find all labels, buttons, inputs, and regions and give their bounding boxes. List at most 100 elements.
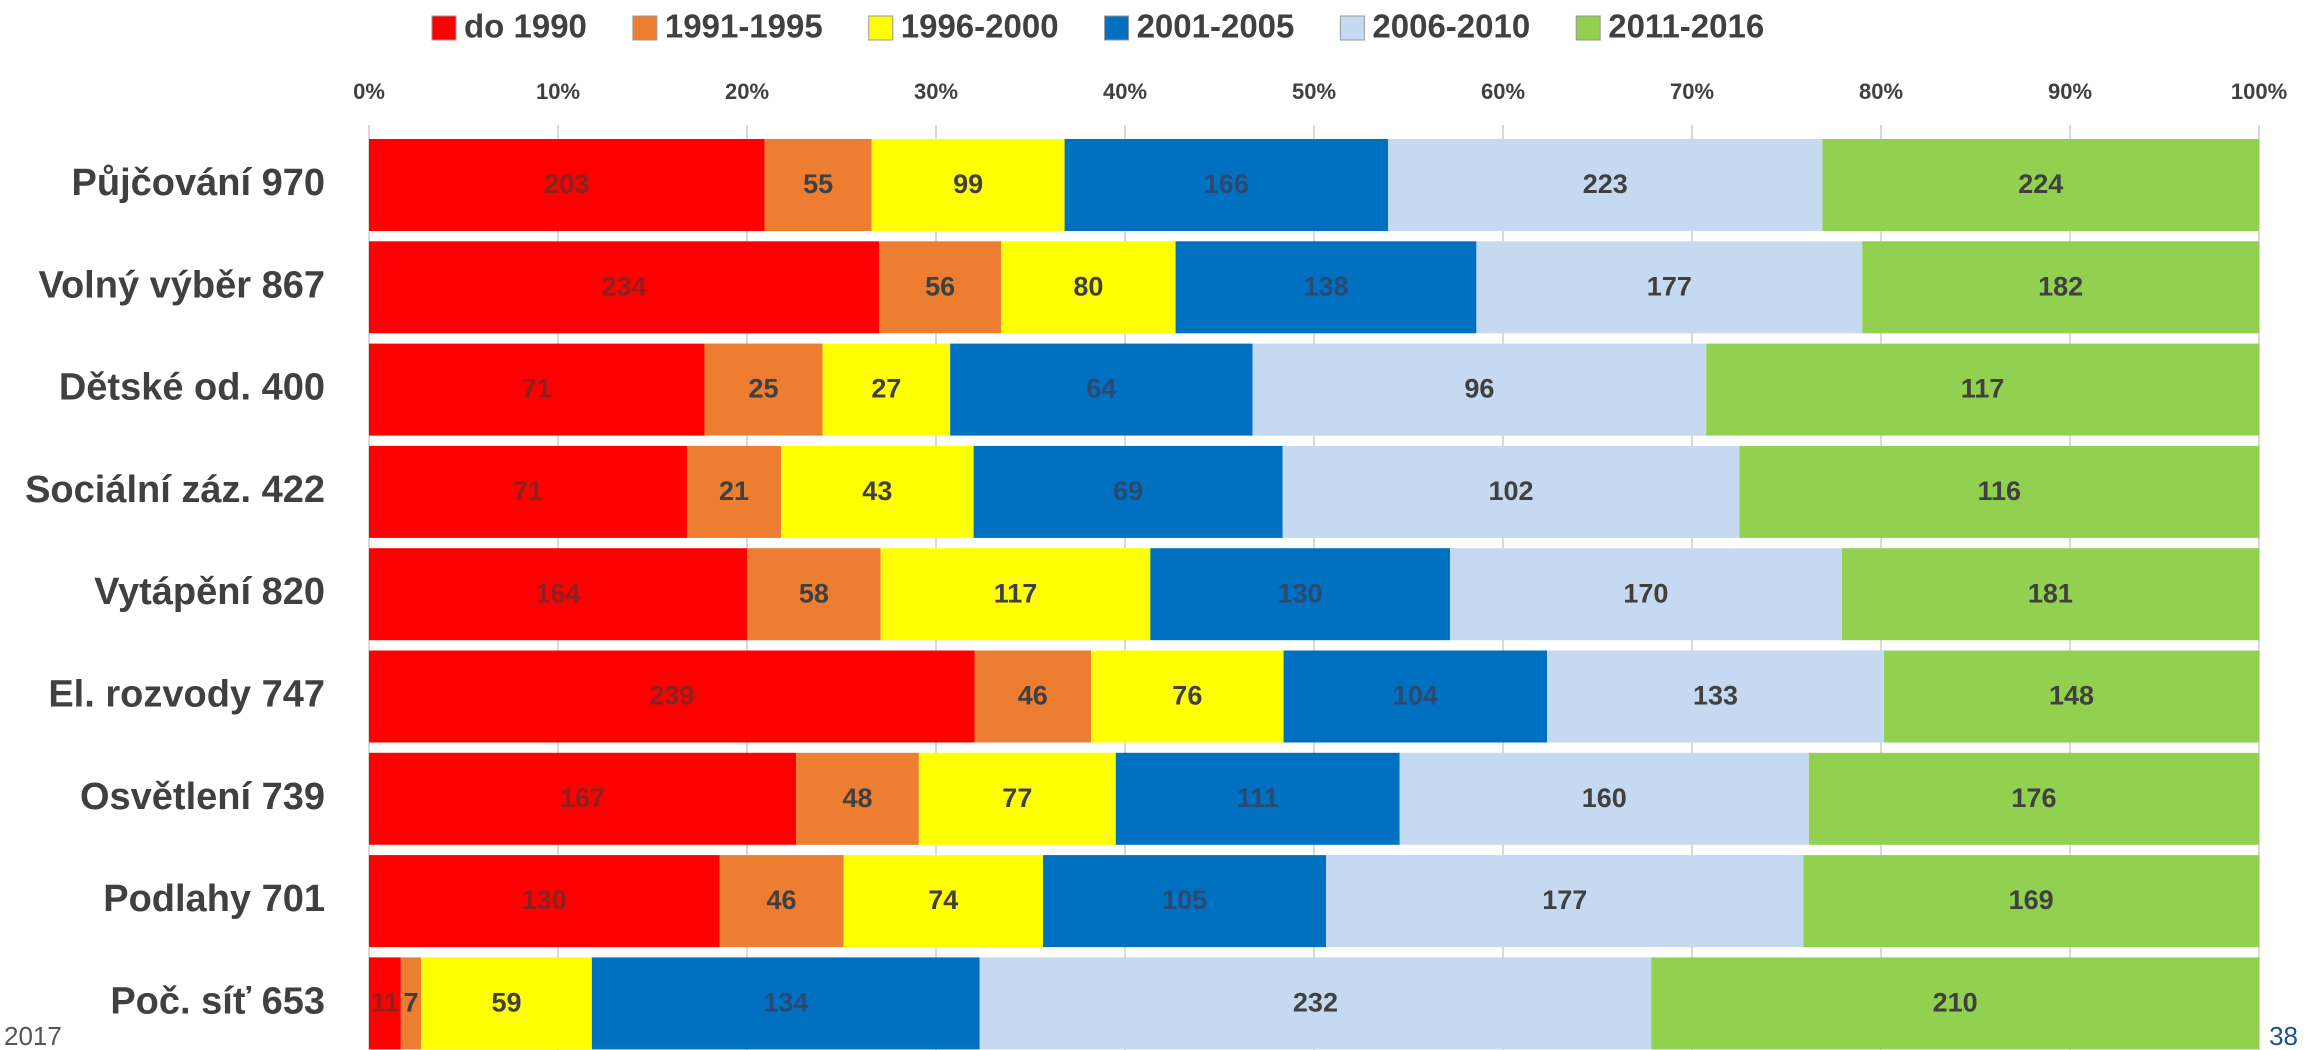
bar-segment — [1822, 139, 2259, 231]
bar-segment — [781, 445, 974, 538]
bar-segment — [1884, 650, 2259, 743]
data-label: 56 — [925, 271, 955, 301]
data-label: 111 — [1237, 783, 1279, 813]
bar-segment — [1803, 855, 2259, 948]
x-tick-label: 30% — [914, 79, 958, 104]
data-label: 80 — [1073, 271, 1103, 301]
bar-segment — [421, 957, 592, 1050]
data-label: 43 — [862, 476, 892, 506]
bar-segment — [764, 139, 872, 231]
data-label: 99 — [953, 169, 983, 199]
x-tick-label: 70% — [1670, 79, 1714, 104]
bar-segment — [747, 548, 881, 641]
y-tick-label: Podlahy 701 — [103, 878, 325, 920]
bar-segment — [1449, 548, 1842, 641]
data-label: 239 — [649, 681, 694, 711]
bar-segment — [369, 445, 687, 538]
legend-swatch — [1339, 15, 1365, 41]
bar-segment — [1043, 855, 1327, 948]
bar-segment — [1326, 855, 1804, 948]
data-label: 46 — [766, 885, 796, 915]
data-label: 181 — [2028, 578, 2073, 608]
data-label: 170 — [1623, 578, 1668, 608]
data-label: 105 — [1162, 885, 1207, 915]
data-label: 210 — [1933, 988, 1978, 1018]
data-label: 138 — [1303, 271, 1348, 301]
page-number: 38 — [2269, 1021, 2298, 1050]
bar-segment — [400, 957, 422, 1050]
legend-swatch — [1575, 15, 1601, 41]
x-tick-label: 10% — [536, 79, 580, 104]
bar-segment — [1651, 957, 2259, 1050]
data-label: 177 — [1542, 885, 1587, 915]
bar-segment — [686, 445, 782, 538]
bar-segment — [1175, 241, 1477, 334]
data-label: 167 — [560, 783, 605, 813]
data-label: 55 — [803, 169, 833, 199]
data-label: 21 — [719, 476, 749, 506]
legend-swatch — [1104, 15, 1130, 41]
y-tick-label: Poč. síť 653 — [110, 980, 325, 1022]
bar-segment — [796, 752, 919, 845]
legend-label: 2001-2005 — [1137, 8, 1295, 45]
data-label: 148 — [2049, 681, 2094, 711]
data-label: 117 — [1961, 374, 2005, 404]
data-label: 130 — [522, 885, 567, 915]
bar-segment — [1841, 548, 2259, 641]
bar-segment — [1399, 752, 1809, 845]
bar-segment — [880, 548, 1151, 641]
data-label: 58 — [799, 578, 829, 608]
bar-segment — [974, 650, 1092, 743]
data-label: 59 — [491, 988, 521, 1018]
data-label: 69 — [1113, 476, 1143, 506]
y-tick-label: Dětské od. 400 — [59, 367, 325, 409]
x-tick-label: 100% — [2231, 79, 2287, 104]
bar-segment — [369, 343, 705, 436]
legend-swatch — [868, 15, 894, 41]
data-label: 71 — [513, 476, 543, 506]
data-label: 160 — [1582, 783, 1627, 813]
plot: 0% 10% 20% 30% 40% 50% 60% 70% 80% 90% 100% Půjčová… — [25, 8, 2287, 1050]
x-tick-label: 80% — [1859, 79, 1903, 104]
data-label: 234 — [602, 271, 647, 301]
x-tick-label: 50% — [1292, 79, 1336, 104]
bar-segment — [1706, 343, 2259, 436]
bar-segment — [1282, 445, 1740, 538]
bar-segment — [369, 139, 765, 231]
bar-segment — [979, 957, 1652, 1050]
bar-segment — [822, 343, 951, 436]
bar-segment — [1283, 650, 1548, 743]
bar-segment — [369, 548, 747, 641]
data-label: 104 — [1393, 681, 1438, 711]
bar-segment — [1547, 650, 1885, 743]
bar-segment — [591, 957, 980, 1050]
data-label: 166 — [1204, 169, 1249, 199]
data-label: 27 — [871, 374, 901, 404]
x-tick-label: 20% — [725, 79, 769, 104]
data-label: 11 — [371, 988, 400, 1018]
bar-segment — [369, 855, 720, 948]
data-label: 71 — [522, 374, 552, 404]
data-label: 74 — [928, 885, 958, 915]
bar-segment — [879, 241, 1002, 334]
data-label: 76 — [1172, 681, 1202, 711]
data-label: 116 — [1977, 476, 2021, 506]
y-tick-label: El. rozvody 747 — [48, 674, 325, 716]
data-label: 7 — [403, 988, 418, 1018]
data-label: 169 — [2009, 885, 2054, 915]
data-label: 130 — [1278, 578, 1323, 608]
bar-segment — [369, 957, 401, 1050]
x-tick-label: 40% — [1103, 79, 1147, 104]
data-label: 182 — [2038, 271, 2083, 301]
legend-swatch — [431, 15, 457, 41]
data-label: 176 — [2011, 783, 2056, 813]
bar-segment — [1001, 241, 1176, 334]
data-label: 25 — [749, 374, 779, 404]
legend-swatch — [632, 15, 658, 41]
legend-label: 2011-2016 — [1608, 8, 1764, 45]
data-label: 164 — [535, 578, 580, 608]
bar-segment — [871, 139, 1065, 231]
data-label: 102 — [1489, 476, 1534, 506]
data-label: 223 — [1583, 169, 1628, 199]
legend-label: do 1990 — [464, 8, 587, 45]
